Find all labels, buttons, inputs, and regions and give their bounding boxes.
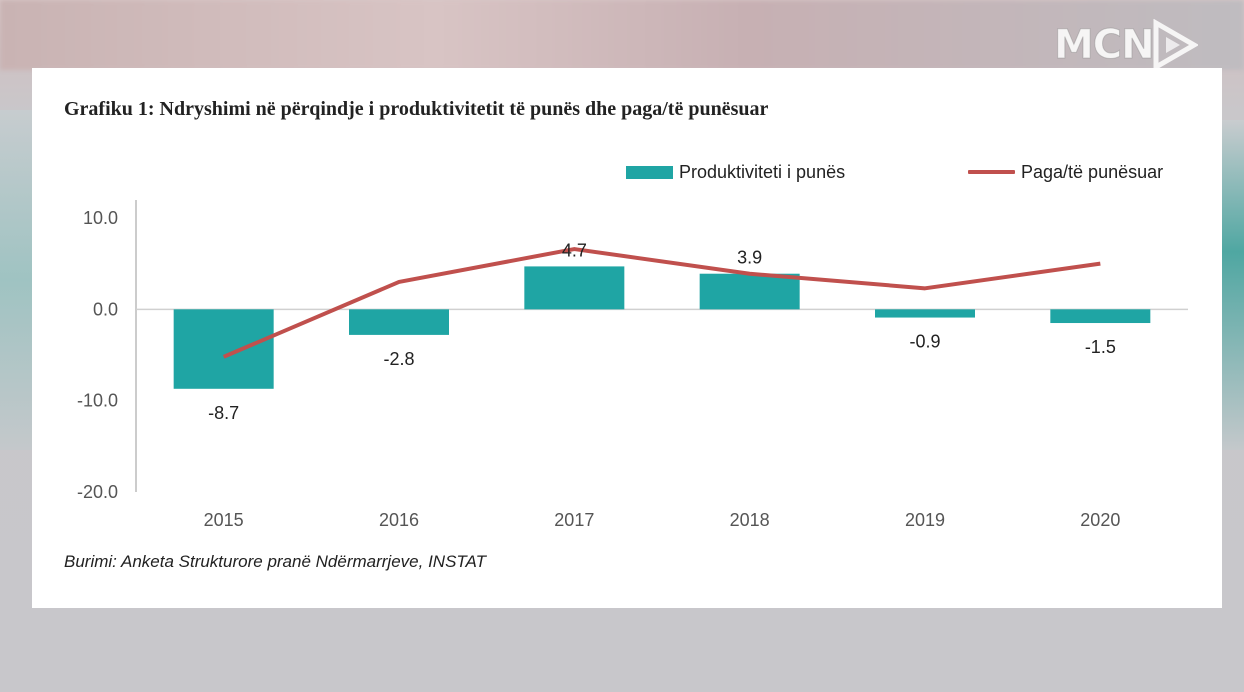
background-band xyxy=(0,0,1244,70)
legend-swatch-line xyxy=(968,170,1015,174)
legend-label-productivity: Produktiviteti i punës xyxy=(679,161,846,182)
line-wage xyxy=(222,247,1101,359)
bar-data-label: -0.9 xyxy=(909,332,940,352)
bar-productivity xyxy=(349,309,449,335)
legend-item-wage: Paga/të punësuar xyxy=(968,160,1163,184)
bar-data-label: 4.7 xyxy=(562,240,587,260)
x-tick-label: 2015 xyxy=(204,510,244,530)
source-note: Burimi: Anketa Strukturore pranë Ndërmar… xyxy=(64,552,486,571)
legend-swatch-bar xyxy=(626,165,673,179)
chart-title: Grafiku 1: Ndryshimi në përqindje i prod… xyxy=(64,98,769,120)
x-tick-label: 2019 xyxy=(905,510,945,530)
chart-panel: Grafiku 1: Ndryshimi në përqindje i prod… xyxy=(32,68,1222,608)
y-tick-label: -10.0 xyxy=(77,391,118,411)
mcn-logo: MCN xyxy=(1054,18,1204,72)
bar-productivity xyxy=(1050,309,1151,324)
x-tick-label: 2016 xyxy=(379,510,419,530)
logo-text: MCN xyxy=(1054,22,1156,69)
x-tick-label: 2018 xyxy=(730,510,770,530)
x-tick-label: 2020 xyxy=(1080,510,1120,530)
bar-productivity xyxy=(699,273,800,310)
bar-data-label: -1.5 xyxy=(1085,337,1116,357)
y-tick-label: 10.0 xyxy=(83,208,118,228)
y-tick-label: -20.0 xyxy=(77,482,118,502)
bar-data-label: 3.9 xyxy=(737,248,762,268)
y-tick-label: 0.0 xyxy=(93,299,118,319)
bar-data-label: -2.8 xyxy=(383,349,414,369)
background-accent-right xyxy=(1222,120,1244,450)
play-icon xyxy=(1153,19,1198,71)
bar-productivity xyxy=(875,309,975,318)
bar-productivity xyxy=(173,309,274,389)
legend-label-wage: Paga/të punësuar xyxy=(1021,161,1164,182)
chart-plot: 10.0 0.0 -10.0 -20.0 2015 2016 2017 2018 2019 202… xyxy=(77,200,1188,530)
background-accent-left xyxy=(0,110,32,450)
legend-item-productivity: Produktiviteti i punës xyxy=(626,160,845,184)
x-tick-label: 2017 xyxy=(554,510,594,530)
bar-productivity xyxy=(524,266,625,310)
bar-data-label: -8.7 xyxy=(208,403,239,423)
